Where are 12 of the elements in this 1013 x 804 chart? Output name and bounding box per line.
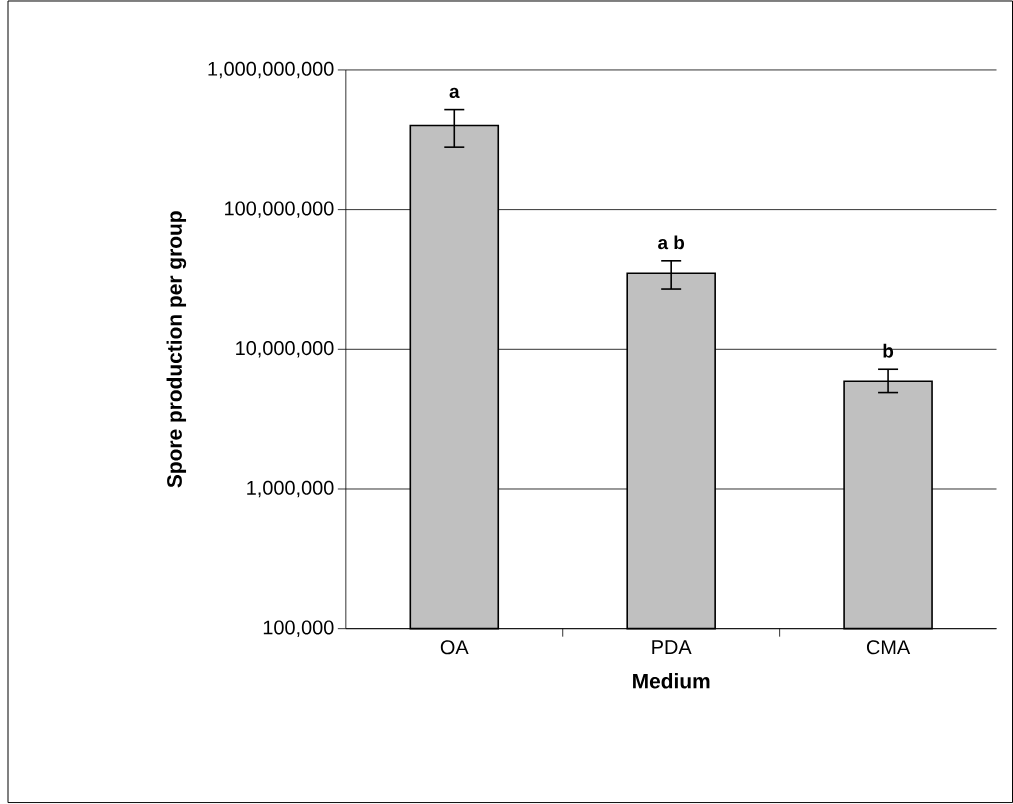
y-tick-label: 10,000,000 bbox=[236, 341, 334, 358]
x-tick-label: OA bbox=[440, 640, 469, 655]
y-tick-label: 1,000,000 bbox=[247, 480, 334, 498]
y-axis-title: Spore production per group bbox=[166, 211, 187, 488]
y-tick-label: 100,000 bbox=[263, 620, 334, 638]
x-tick-label: CMA bbox=[866, 640, 911, 655]
x-tick-label: PDA bbox=[652, 640, 692, 655]
x-axis-title: Medium bbox=[633, 673, 710, 689]
y-tick-label: 100,000,000 bbox=[225, 201, 334, 219]
annotation: a bbox=[449, 87, 460, 99]
annotation: a b bbox=[658, 235, 685, 250]
y-tick-label: 1,000,000,000 bbox=[208, 61, 334, 79]
